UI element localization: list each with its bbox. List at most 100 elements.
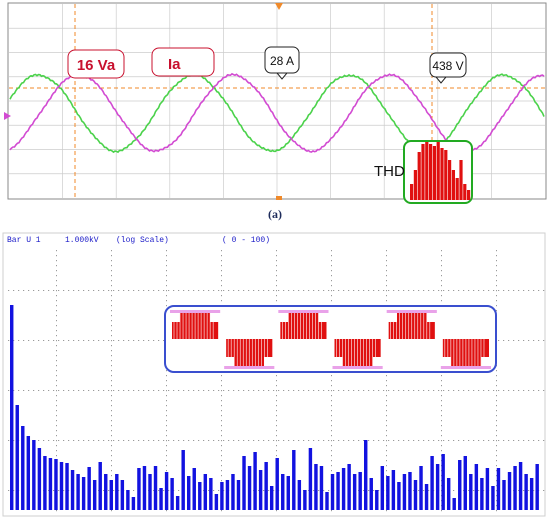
spectrum-grid-dot <box>441 285 442 287</box>
spectrum-grid-dot <box>111 295 112 297</box>
spectrum-grid-dot <box>98 390 100 391</box>
spectrum-grid-dot <box>166 270 167 272</box>
spectrum-grid-dot <box>523 390 525 391</box>
spectrum-grid-dot <box>278 390 280 391</box>
spectrum-grid-dot <box>488 390 490 391</box>
spectrum-grid-dot <box>386 285 387 287</box>
spectrum-bar <box>54 459 58 510</box>
spectrum-grid-dot <box>93 390 95 391</box>
spectrum-grid-dot <box>248 440 250 441</box>
spectrum-grid-dot <box>108 340 110 341</box>
spectrum-grid-dot <box>386 430 387 432</box>
spectrum-grid-dot <box>208 490 210 491</box>
spectrum-grid-dot <box>398 290 400 291</box>
spectrum-bar <box>32 440 36 510</box>
spectrum-grid-dot <box>111 435 112 437</box>
spectrum-grid-dot <box>56 440 57 442</box>
spectrum-grid-dot <box>276 270 277 272</box>
spectrum-grid-dot <box>73 440 75 441</box>
spectrum-grid-dot <box>496 435 497 437</box>
spectrum-grid-dot <box>331 410 332 412</box>
spectrum-grid-dot <box>168 290 170 291</box>
spectrum-grid-dot <box>111 285 112 287</box>
spectrum-grid-dot <box>468 390 470 391</box>
spectrum-grid-dot <box>323 390 325 391</box>
current-amplitude-pointer <box>275 72 289 80</box>
thd-inset-bar <box>444 150 448 200</box>
spectrum-grid-dot <box>166 440 167 442</box>
spectrum-grid-dot <box>158 490 160 491</box>
spectrum-grid-dot <box>48 490 50 491</box>
spectrum-grid-dot <box>148 440 150 441</box>
spectrum-grid-dot <box>441 270 442 272</box>
spectrum-grid-dot <box>441 405 442 407</box>
spectrum-grid-dot <box>441 430 442 432</box>
spectrum-grid-dot <box>496 390 497 392</box>
spectrum-grid-dot <box>348 290 350 291</box>
spectrum-grid-dot <box>468 490 470 491</box>
spectrum-grid-dot <box>123 290 125 291</box>
spectrum-bar <box>435 464 440 510</box>
spectrum-bar <box>120 480 125 510</box>
spectrum-grid-dot <box>268 490 270 491</box>
spectrum-grid-dot <box>111 375 112 377</box>
spectrum-bar <box>441 454 445 510</box>
spectrum-grid-dot <box>56 365 57 367</box>
thd-label: THD <box>374 163 405 180</box>
ripple-envelope <box>440 366 491 369</box>
spectrum-grid-dot <box>533 440 535 441</box>
spectrum-grid-dot <box>496 465 497 467</box>
spectrum-grid-dot <box>221 430 222 432</box>
spectrum-grid-dot <box>238 390 240 391</box>
spectrum-grid-dot <box>253 440 255 441</box>
spectrum-scale-label: 1.000kV <box>65 236 99 245</box>
spectrum-grid-dot <box>273 490 275 491</box>
spectrum-grid-dot <box>108 390 110 391</box>
spectrum-grid-dot <box>108 440 110 441</box>
spectrum-grid-dot <box>188 390 190 391</box>
spectrum-grid-dot <box>18 290 20 291</box>
spectrum-grid-dot <box>158 440 160 441</box>
spectrum-bar <box>76 474 80 510</box>
spectrum-grid-dot <box>338 440 340 441</box>
spectrum-grid-dot <box>111 385 112 387</box>
spectrum-grid-dot <box>128 340 130 341</box>
spectrum-grid-dot <box>13 390 15 391</box>
spectrum-grid-dot <box>493 390 495 391</box>
spectrum-grid-dot <box>56 360 57 362</box>
spectrum-grid-dot <box>441 380 442 382</box>
spectrum-grid-dot <box>441 265 442 267</box>
spectrum-grid-dot <box>56 510 57 512</box>
spectrum-grid-dot <box>496 440 497 442</box>
spectrum-grid-dot <box>273 290 275 291</box>
spectrum-bar <box>187 476 191 510</box>
spectrum-grid-dot <box>276 445 277 447</box>
spectrum-grid-dot <box>56 390 57 392</box>
spectrum-grid-dot <box>166 395 167 397</box>
spectrum-grid-dot <box>56 445 57 447</box>
spectrum-bar <box>391 470 396 510</box>
spectrum-grid-dot <box>128 440 130 441</box>
spectrum-grid-dot <box>111 300 112 302</box>
thd-inset-bar <box>440 148 444 200</box>
spectrum-grid-dot <box>473 390 475 391</box>
spectrum-bar <box>164 472 169 510</box>
spectrum-bar <box>220 482 224 510</box>
spectrum-bar <box>126 490 130 510</box>
spectrum-grid-dot <box>143 290 145 291</box>
voltage-amplitude-pointer <box>434 76 448 84</box>
spectrum-grid-dot <box>18 390 20 391</box>
spectrum-grid-dot <box>276 265 277 267</box>
spectrum-grid-dot <box>166 265 167 267</box>
spectrum-grid-dot <box>221 465 222 467</box>
spectrum-grid-dot <box>468 440 470 441</box>
spectrum-grid-dot <box>331 405 332 407</box>
spectrum-grid-dot <box>433 390 435 391</box>
spectrum-grid-dot <box>113 490 115 491</box>
spectrum-grid-dot <box>58 390 60 391</box>
spectrum-grid-dot <box>441 275 442 277</box>
spectrum-grid-dot <box>221 455 222 457</box>
spectrum-grid-dot <box>258 390 260 391</box>
spectrum-grid-dot <box>413 440 415 441</box>
spectrum-grid-dot <box>166 255 167 257</box>
